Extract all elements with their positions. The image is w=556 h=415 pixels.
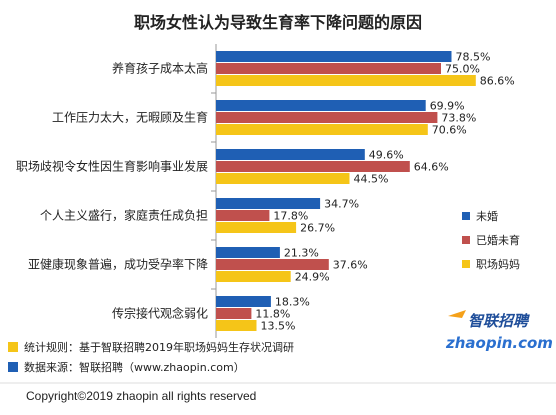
bar <box>216 320 257 331</box>
bar <box>216 296 271 307</box>
category-label: 个人主义盛行，家庭责任成负担 <box>40 208 208 223</box>
bar-value-label: 69.9% <box>430 100 465 113</box>
bar <box>216 124 428 135</box>
bar <box>216 149 365 160</box>
logo-cn-text: 智联招聘 <box>468 312 530 330</box>
bar-value-label: 13.5% <box>261 320 296 333</box>
bar-value-label: 78.5% <box>456 51 491 64</box>
bar <box>216 75 476 86</box>
bar-value-label: 24.9% <box>295 271 330 284</box>
logo-en-text: zhaopin.com <box>445 334 553 352</box>
bar-value-label: 37.6% <box>333 259 368 272</box>
note-rule: 统计规则：基于智联招聘2019年职场妈妈生存状况调研 <box>24 340 294 354</box>
category-label: 养育孩子成本太高 <box>112 61 208 76</box>
chart-title: 职场女性认为导致生育率下降问题的原因 <box>134 13 422 32</box>
bar <box>216 63 441 74</box>
bar-value-label: 49.6% <box>369 149 404 162</box>
bar <box>216 247 280 258</box>
bar-value-label: 44.5% <box>354 173 389 186</box>
bar <box>216 198 321 209</box>
bars-layer: 养育孩子成本太高 78.5%75.0%86.6% 工作压力太大，无暇顾及生育 69.9… <box>16 44 515 338</box>
note-source: 数据来源：智联招聘（www.zhaopin.com） <box>24 360 245 374</box>
bar-value-label: 70.6% <box>432 124 467 137</box>
bar-value-label: 11.8% <box>255 308 290 321</box>
bar-value-label: 64.6% <box>414 161 449 174</box>
bar-value-label: 17.8% <box>273 210 308 223</box>
zhaopin-logo: 智联招聘 zhaopin.com <box>445 310 553 352</box>
bar-value-label: 86.6% <box>480 75 515 88</box>
bar <box>216 100 426 111</box>
copyright-text: Copyright©2019 zhaopin all rights reserv… <box>26 389 256 403</box>
bar <box>216 161 410 172</box>
legend-label: 职场妈妈 <box>476 257 520 271</box>
bar <box>216 259 329 270</box>
note-rule-marker <box>8 342 18 352</box>
bar <box>216 112 438 123</box>
bar-value-label: 75.0% <box>445 63 480 76</box>
legend-label: 已婚未育 <box>476 233 520 247</box>
category-label: 传宗接代观念弱化 <box>112 306 208 321</box>
legend-swatch <box>462 212 470 220</box>
bar <box>216 173 350 184</box>
category-label: 工作压力太大，无暇顾及生育 <box>52 110 208 125</box>
category-label: 职场歧视令女性因生育影响事业发展 <box>16 159 208 174</box>
bar-value-label: 21.3% <box>284 247 319 260</box>
category-label: 亚健康现象普遍，成功受孕率下降 <box>28 257 208 272</box>
legend-swatch <box>462 260 470 268</box>
bar-value-label: 73.8% <box>441 112 476 125</box>
legend-label: 未婚 <box>476 209 498 223</box>
logo-arrow-icon <box>448 310 466 318</box>
bar-value-label: 34.7% <box>324 198 359 211</box>
bar-value-label: 26.7% <box>300 222 335 235</box>
bar <box>216 51 452 62</box>
bar <box>216 308 252 319</box>
bar <box>216 210 270 221</box>
bar-value-label: 18.3% <box>275 296 310 309</box>
note-source-marker <box>8 362 18 372</box>
legend-swatch <box>462 236 470 244</box>
bar <box>216 271 291 282</box>
bar <box>216 222 297 233</box>
